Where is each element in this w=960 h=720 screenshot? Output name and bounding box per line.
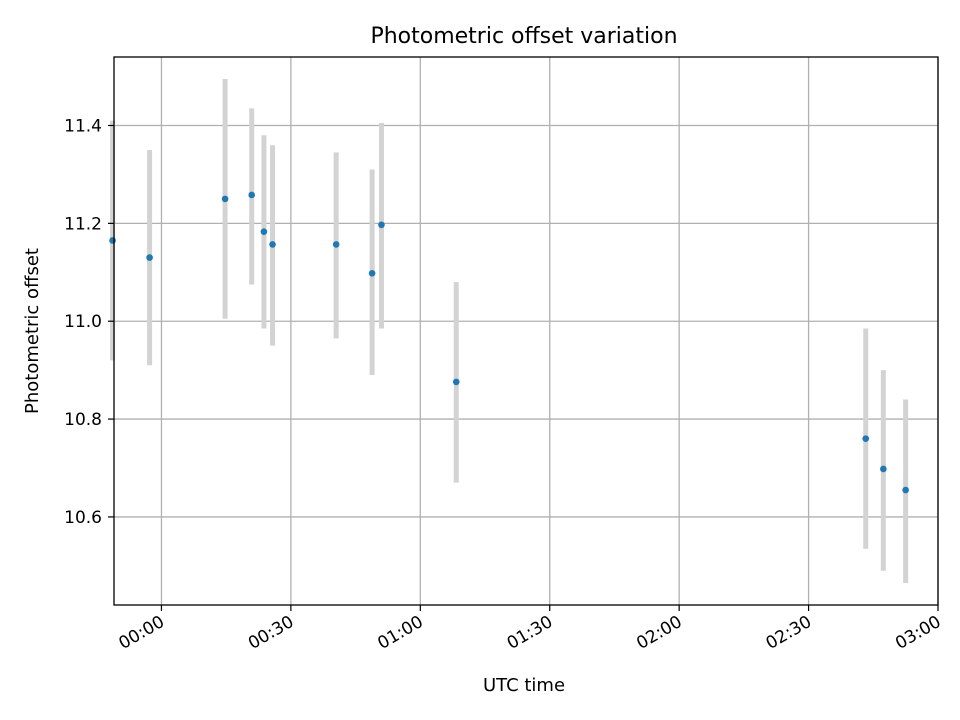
y-tick-label: 10.6: [64, 508, 102, 528]
x-axis-label: UTC time: [483, 675, 565, 696]
data-point: [378, 221, 385, 229]
data-points: [109, 191, 909, 494]
data-point: [368, 269, 376, 277]
chart-title: Photometric offset variation: [370, 24, 677, 49]
data-point: [880, 465, 887, 473]
y-tick-label: 10.8: [64, 410, 102, 430]
data-point: [269, 241, 276, 248]
data-point: [862, 435, 870, 442]
plot-frame: [113, 56, 939, 606]
y-tick-labels: 10.6 10.8 11.0 11.2 11.4: [64, 117, 102, 528]
data-point: [221, 195, 229, 203]
data-point: [332, 241, 340, 248]
data-point: [248, 191, 255, 199]
data-point: [146, 254, 153, 261]
data-point: [260, 228, 268, 235]
y-axis-label: Photometric offset: [22, 248, 43, 414]
tick-marks: [108, 124, 939, 611]
data-point: [452, 378, 460, 386]
data-point: [109, 237, 116, 244]
y-tick-label: 11.2: [64, 214, 102, 234]
y-tick-label: 11.0: [64, 312, 102, 332]
y-tick-label: 11.4: [64, 117, 102, 137]
data-point: [902, 486, 909, 494]
